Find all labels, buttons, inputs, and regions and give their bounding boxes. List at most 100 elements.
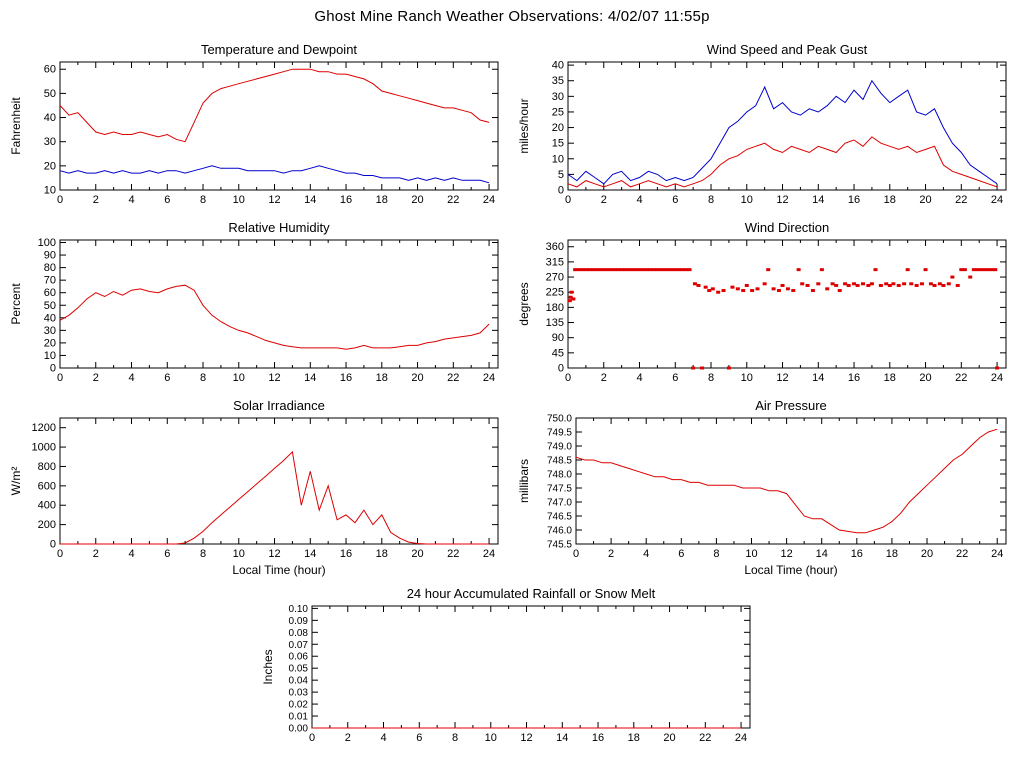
chart-relative-humidity: Relative Humidity 0 2 4 6 8 10 12 14 16 18 20 22 24 0 1… <box>6 216 510 388</box>
svg-text:8: 8 <box>708 194 714 206</box>
y-axis-label-wind-speed-gust: miles/hour <box>517 98 531 153</box>
x-axis-label-air-pressure: Local Time (hour) <box>744 563 837 577</box>
y-axis-label-relative-humidity: Percent <box>9 283 23 325</box>
svg-text:22: 22 <box>447 548 459 560</box>
svg-text:8: 8 <box>708 372 714 384</box>
svg-text:22: 22 <box>956 548 968 560</box>
svg-text:30: 30 <box>44 136 56 148</box>
svg-text:16: 16 <box>592 732 604 744</box>
svg-text:24: 24 <box>991 194 1003 206</box>
svg-text:10: 10 <box>233 372 245 384</box>
svg-text:18: 18 <box>884 194 896 206</box>
svg-text:12: 12 <box>268 548 280 560</box>
x-axis-label-solar-irradiance: Local Time (hour) <box>232 563 325 577</box>
svg-text:4: 4 <box>380 732 386 744</box>
svg-text:0.03: 0.03 <box>289 688 309 699</box>
svg-text:6: 6 <box>678 548 684 560</box>
svg-text:24: 24 <box>483 194 495 206</box>
svg-text:0.07: 0.07 <box>289 640 309 651</box>
svg-text:40: 40 <box>44 112 56 124</box>
svg-text:20: 20 <box>411 194 423 206</box>
svg-text:8: 8 <box>452 732 458 744</box>
svg-text:20: 20 <box>411 372 423 384</box>
svg-text:6: 6 <box>164 372 170 384</box>
svg-text:25: 25 <box>552 106 564 118</box>
svg-text:0.09: 0.09 <box>289 616 309 627</box>
svg-text:Temperature and Dewpoint: Temperature and Dewpoint <box>201 42 357 57</box>
y-axis-label-solar-irradiance: W/m² <box>9 467 23 496</box>
svg-text:0: 0 <box>50 539 56 551</box>
svg-text:8: 8 <box>200 548 206 560</box>
svg-text:4: 4 <box>128 194 134 206</box>
svg-text:745.5: 745.5 <box>547 540 572 551</box>
svg-text:225: 225 <box>546 287 564 299</box>
svg-text:360: 360 <box>546 241 564 253</box>
svg-text:50: 50 <box>44 88 56 100</box>
svg-text:20: 20 <box>919 372 931 384</box>
svg-text:40: 40 <box>552 60 564 72</box>
svg-text:6: 6 <box>672 194 678 206</box>
svg-text:4: 4 <box>636 372 642 384</box>
svg-text:10: 10 <box>233 194 245 206</box>
svg-text:40: 40 <box>44 312 56 324</box>
svg-text:2: 2 <box>601 194 607 206</box>
svg-text:Wind Direction: Wind Direction <box>745 220 830 235</box>
chart-temperature-dewpoint: Temperature and Dewpoint 0 2 4 6 8 10 12 14 16 18 2… <box>6 38 510 210</box>
svg-text:10: 10 <box>741 194 753 206</box>
chart-svg-rainfall: 24 hour Accumulated Rainfall or Snow Mel… <box>261 586 751 744</box>
svg-text:0: 0 <box>50 363 56 375</box>
svg-text:8: 8 <box>200 194 206 206</box>
y-axis-label-temperature-dewpoint: Fahrenheit <box>9 97 23 155</box>
svg-text:12: 12 <box>776 194 788 206</box>
svg-text:20: 20 <box>919 194 931 206</box>
page-title: Ghost Mine Ranch Weather Observations: 4… <box>314 8 710 25</box>
svg-text:270: 270 <box>546 272 564 284</box>
svg-text:749.0: 749.0 <box>547 442 572 453</box>
svg-text:4: 4 <box>643 548 649 560</box>
svg-text:90: 90 <box>552 332 564 344</box>
svg-text:22: 22 <box>447 194 459 206</box>
svg-text:0: 0 <box>57 372 63 384</box>
svg-text:45: 45 <box>552 347 564 359</box>
svg-text:0.06: 0.06 <box>289 652 309 663</box>
svg-text:0.05: 0.05 <box>289 664 309 675</box>
svg-text:12: 12 <box>776 372 788 384</box>
svg-text:18: 18 <box>376 548 388 560</box>
svg-text:180: 180 <box>546 302 564 314</box>
svg-text:35: 35 <box>552 75 564 87</box>
svg-text:0.10: 0.10 <box>289 604 309 615</box>
svg-text:24: 24 <box>483 548 495 560</box>
svg-text:6: 6 <box>672 372 678 384</box>
svg-text:90: 90 <box>44 250 56 262</box>
svg-text:24: 24 <box>735 732 747 744</box>
svg-text:14: 14 <box>304 548 316 560</box>
svg-text:Solar Irradiance: Solar Irradiance <box>233 398 325 413</box>
svg-text:747.5: 747.5 <box>547 484 572 495</box>
svg-text:18: 18 <box>628 732 640 744</box>
chart-rainfall: 24 hour Accumulated Rainfall or Snow Mel… <box>258 582 762 748</box>
svg-text:20: 20 <box>44 160 56 172</box>
svg-text:746.0: 746.0 <box>547 526 572 537</box>
svg-text:400: 400 <box>38 500 56 512</box>
svg-text:16: 16 <box>340 548 352 560</box>
svg-text:10: 10 <box>44 350 56 362</box>
svg-text:6: 6 <box>164 194 170 206</box>
y-axis-label-wind-direction: degrees <box>517 282 531 325</box>
svg-text:24: 24 <box>991 372 1003 384</box>
svg-text:14: 14 <box>812 372 824 384</box>
svg-text:14: 14 <box>816 548 828 560</box>
svg-text:10: 10 <box>741 372 753 384</box>
svg-text:0.08: 0.08 <box>289 628 309 639</box>
svg-text:24: 24 <box>991 548 1003 560</box>
svg-text:18: 18 <box>376 194 388 206</box>
svg-text:14: 14 <box>304 372 316 384</box>
svg-text:600: 600 <box>38 480 56 492</box>
svg-text:12: 12 <box>268 372 280 384</box>
svg-text:0: 0 <box>57 194 63 206</box>
svg-text:100: 100 <box>38 237 56 249</box>
svg-text:14: 14 <box>812 194 824 206</box>
svg-text:10: 10 <box>44 185 56 197</box>
